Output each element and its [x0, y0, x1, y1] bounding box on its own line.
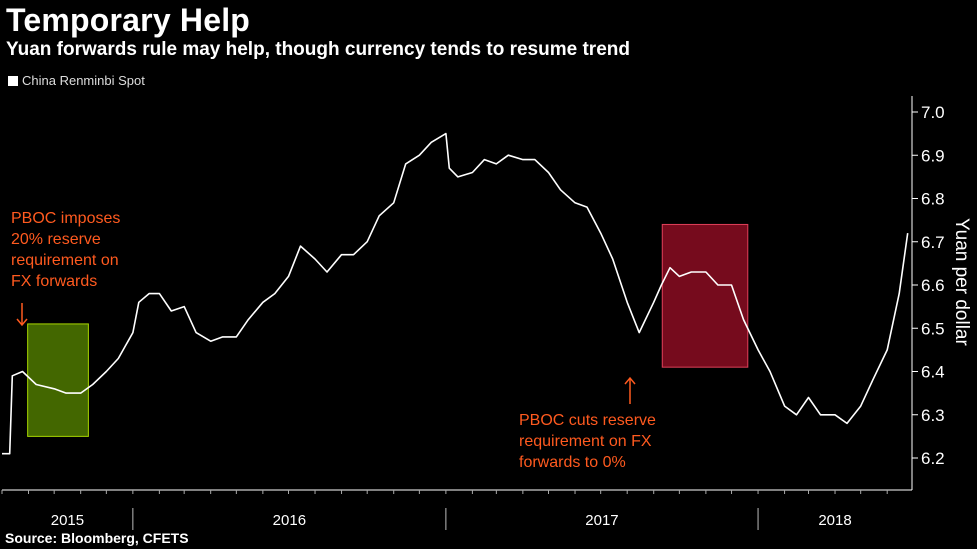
x-tick-label: 2017: [585, 512, 618, 529]
y-tick-label: 6.3: [921, 406, 945, 425]
y-tick-label: 7.0: [921, 103, 945, 122]
annotation-cut: PBOC cuts reserve requirement on FX forw…: [519, 410, 656, 473]
highlight-cut: [661, 223, 749, 368]
series-line-china-renminbi-spot: [2, 132, 909, 455]
annotation-cut-line-1: PBOC cuts reserve: [519, 412, 656, 429]
y-axis-label: Yuan per dollar: [951, 218, 972, 346]
x-tick-label: 2015: [51, 512, 84, 529]
y-tick-label: 6.5: [921, 319, 945, 338]
annotation-impose-line-3: requirement on: [11, 252, 119, 269]
y-tick-label: 6.2: [921, 449, 945, 468]
annotation-cut-line-2: requirement on FX: [519, 433, 652, 450]
highlight-impose: [27, 323, 89, 437]
x-tick-label: 2018: [818, 512, 851, 529]
chart-title: Temporary Help: [6, 2, 251, 38]
arrow-cut-head: [624, 376, 636, 385]
annotation-cut-line-3: forwards to 0%: [519, 454, 626, 471]
legend-swatch: [8, 75, 18, 86]
annotation-impose-line-4: FX forwards: [11, 273, 98, 290]
annotation-impose-line-1: PBOC imposes: [11, 210, 121, 227]
legend: China Renminbi Spot: [8, 73, 145, 88]
annotation-impose: PBOC imposes 20% reserve requirement on …: [11, 208, 120, 292]
annotation-impose-line-2: 20% reserve: [11, 231, 101, 248]
y-tick-label: 6.8: [921, 190, 945, 209]
y-tick-label: 6.9: [921, 146, 945, 165]
chart-subtitle: Yuan forwards rule may help, though curr…: [6, 39, 630, 60]
source-note: Source: Bloomberg, CFETS: [5, 530, 189, 546]
y-tick-label: 6.7: [921, 233, 945, 252]
x-tick-label: 2016: [273, 512, 306, 529]
arrow-impose-head: [16, 318, 28, 327]
y-tick-label: 6.4: [921, 363, 945, 382]
legend-label: China Renminbi Spot: [22, 73, 145, 88]
y-tick-label: 6.6: [921, 276, 945, 295]
